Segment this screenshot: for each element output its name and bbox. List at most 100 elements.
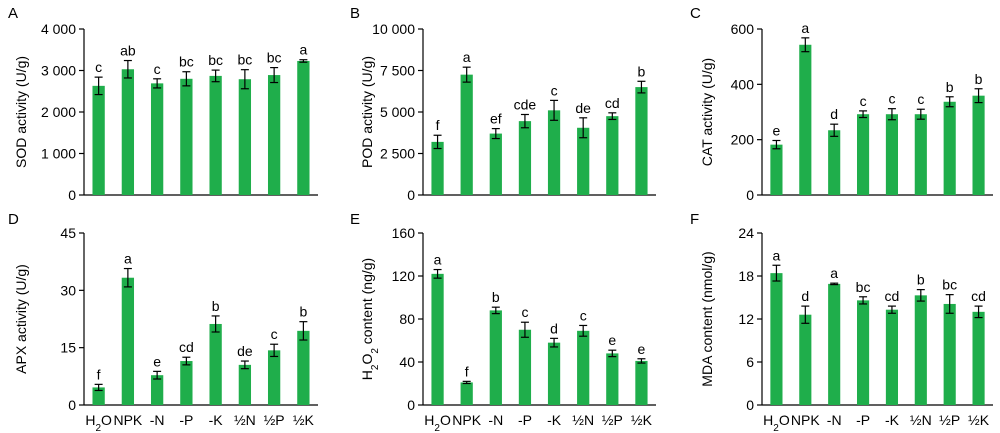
y-tick-label-C: 600 [731,21,755,37]
y-tick-label-A: 2 000 [41,104,76,120]
significance-letter-A-1: ab [120,43,136,59]
bar-B-3 [518,121,532,195]
x-tick-label-F-5: ½N [910,412,932,428]
y-tick-label-C: 400 [731,76,755,92]
bar-C-2 [828,130,841,195]
significance-letter-F-3: bc [856,279,871,295]
x-tick-label-D-3: -P [179,412,193,428]
panel-letter-C: C [690,5,701,22]
y-axis-title-E: H2O2 content (ng/g) [359,258,381,380]
x-tick-label-E-6: ½P [602,412,623,428]
y-tick-label-D: 15 [60,340,76,356]
x-tick-label-D-7: ½K [293,412,315,428]
significance-letter-B-5: de [575,100,591,116]
x-tick-label-F-1: NPK [791,412,820,428]
y-tick-label-D: 45 [60,225,76,241]
y-tick-label-F: 0 [746,397,754,413]
bar-F-1 [799,314,812,405]
bar-E-0 [431,273,444,405]
x-tick-label-D-1: NPK [113,412,142,428]
y-tick-label-A: 4 000 [41,21,76,37]
y-tick-label-F: 6 [746,354,754,370]
x-tick-label-E-2: -N [488,412,503,428]
y-tick-label-A: 0 [68,187,76,203]
significance-letter-E-7: e [638,341,646,357]
significance-letter-D-7: b [299,304,307,320]
x-tick-label-F-0: H2O [763,412,790,433]
bar-B-0 [431,141,444,195]
panel-letter-E: E [350,211,360,228]
bar-A-0 [92,85,105,195]
significance-letter-D-3: cd [179,339,194,355]
bar-B-4 [547,110,561,195]
y-tick-label-B: 10 000 [372,21,415,37]
significance-letter-F-5: b [917,272,925,288]
significance-letter-E-0: a [434,252,442,268]
y-tick-label-E: 40 [399,354,415,370]
bar-D-6 [267,350,281,405]
y-tick-label-B: 5 000 [380,104,415,120]
bar-E-7 [635,360,648,405]
bar-E-5 [577,330,590,405]
bar-E-2 [489,310,502,405]
significance-letter-C-5: c [917,91,924,107]
bar-D-7 [297,330,310,405]
significance-letter-B-3: cde [514,96,537,112]
significance-letter-A-5: bc [237,52,252,68]
y-tick-label-A: 3 000 [41,63,76,79]
significance-letter-C-1: a [801,20,809,36]
significance-letter-A-7: a [299,42,307,58]
bar-B-6 [606,116,619,195]
y-axis-title-A: SOD activity (U/g) [13,56,29,168]
significance-letter-E-4: d [550,320,558,336]
bar-D-1 [121,277,135,405]
significance-letter-F-6: bc [942,277,957,293]
significance-letter-A-2: c [154,61,161,77]
bar-C-0 [770,144,783,195]
significance-letter-D-6: c [271,326,278,342]
bar-A-7 [297,60,310,195]
bar-A-3 [180,78,193,195]
significance-letter-D-5: de [237,343,253,359]
y-tick-label-E: 120 [392,268,416,284]
y-tick-label-B: 0 [407,187,415,203]
significance-letter-F-0: a [773,247,781,263]
bar-D-3 [180,361,193,405]
x-tick-label-D-6: ½P [264,412,285,428]
bar-F-4 [885,309,899,405]
bar-E-1 [460,382,473,405]
bar-A-6 [267,75,281,195]
y-tick-label-E: 80 [399,311,415,327]
x-tick-label-F-7: ½K [968,412,990,428]
panel-letter-A: A [8,5,18,22]
y-axis-title-B: POD activity (U/g) [359,56,375,168]
significance-letter-B-6: cd [605,95,620,111]
x-tick-label-E-4: -K [547,412,562,428]
significance-letter-F-1: d [801,288,809,304]
significance-letter-C-2: d [830,106,838,122]
significance-letter-C-3: c [860,93,867,109]
x-tick-label-E-5: ½N [572,412,594,428]
y-tick-label-C: 0 [746,187,754,203]
panel-letter-D: D [8,211,19,228]
y-tick-label-F: 18 [738,268,754,284]
x-tick-label-F-2: -N [827,412,842,428]
significance-letter-B-2: ef [490,111,502,127]
panel-letter-B: B [350,5,360,22]
bar-F-3 [856,300,870,405]
significance-letter-D-2: e [153,353,161,369]
y-tick-label-A: 1 000 [41,146,76,162]
significance-letter-F-4: cd [885,288,900,304]
significance-letter-B-4: c [551,82,558,98]
significance-letter-B-0: f [436,117,440,133]
significance-letter-E-5: c [580,307,587,323]
y-tick-label-F: 24 [738,225,754,241]
y-axis-title-C: CAT activity (U/g) [699,58,715,166]
x-tick-label-F-6: ½P [939,412,960,428]
bar-B-7 [635,87,648,195]
bar-D-0 [92,387,105,405]
significance-letter-C-0: e [773,122,781,138]
y-tick-label-E: 0 [407,397,415,413]
bar-D-2 [150,375,164,405]
bar-C-7 [972,95,985,195]
